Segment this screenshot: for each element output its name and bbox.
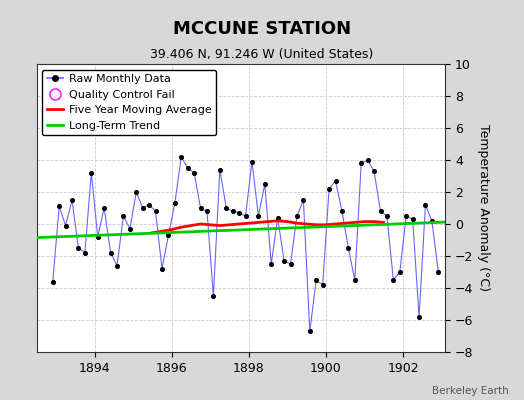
Point [421,202,430,208]
Text: Berkeley Earth: Berkeley Earth [432,386,508,396]
Point [408,216,417,222]
Point [312,277,320,283]
Point [87,170,95,176]
Point [402,213,410,219]
Point [396,269,404,275]
Point [428,218,436,224]
Point [55,203,63,210]
Point [274,214,282,221]
Point [383,213,391,219]
Point [344,245,353,251]
Point [286,261,294,267]
Legend: Raw Monthly Data, Quality Control Fail, Five Year Moving Average, Long-Term Tren: Raw Monthly Data, Quality Control Fail, … [42,70,216,135]
Point [370,168,378,174]
Point [209,293,217,299]
Point [119,213,128,219]
Point [222,205,231,211]
Point [248,158,256,165]
Point [331,178,340,184]
Point [228,208,237,214]
Point [254,213,263,219]
Point [138,205,147,211]
Point [280,258,288,264]
Point [164,232,172,238]
Point [389,277,398,283]
Point [242,213,250,219]
Point [203,208,211,214]
Point [177,154,185,160]
Point [196,205,205,211]
Point [132,189,140,195]
Point [351,277,359,283]
Point [183,165,192,171]
Point [325,186,333,192]
Point [93,234,102,240]
Point [434,269,443,275]
Point [126,226,134,232]
Point [68,197,76,203]
Point [216,166,224,173]
Point [364,157,372,163]
Point [74,245,83,251]
Point [376,208,385,214]
Point [260,181,269,187]
Point [293,213,301,219]
Point [171,200,179,206]
Point [305,328,314,334]
Point [338,208,346,214]
Point [61,222,70,229]
Point [357,160,365,166]
Point [145,202,154,208]
Point [106,250,115,256]
Point [235,210,243,216]
Text: 39.406 N, 91.246 W (United States): 39.406 N, 91.246 W (United States) [150,48,374,61]
Point [415,314,423,320]
Point [299,197,308,203]
Point [267,261,276,267]
Y-axis label: Temperature Anomaly (°C): Temperature Anomaly (°C) [477,124,490,292]
Point [319,282,327,288]
Point [100,205,108,211]
Point [113,262,121,269]
Point [158,266,166,272]
Point [151,208,160,214]
Point [49,278,57,285]
Point [190,170,198,176]
Text: MCCUNE STATION: MCCUNE STATION [173,20,351,38]
Point [81,250,89,256]
